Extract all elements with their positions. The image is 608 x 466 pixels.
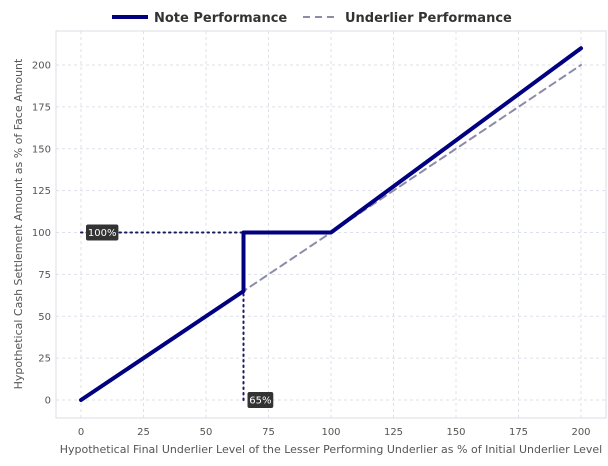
y-tick-label: 200 (32, 61, 51, 72)
y-tick-label: 175 (32, 102, 51, 113)
annotation-label: 65% (247, 392, 274, 408)
x-tick-label: 75 (262, 427, 275, 438)
x-tick-label: 200 (571, 427, 590, 438)
x-tick-label: 125 (384, 427, 403, 438)
x-tick-label: 100 (321, 427, 340, 438)
legend-underlier-label: Underlier Performance (345, 11, 512, 26)
y-tick-label: 100 (32, 228, 51, 239)
annotation-label: 100% (86, 224, 119, 241)
y-tick-label: 150 (32, 144, 51, 155)
annotation-box (247, 392, 274, 408)
x-tick-label: 25 (137, 427, 150, 438)
x-axis-title: Hypothetical Final Underlier Level of th… (60, 443, 603, 456)
note-performance-line (79, 46, 583, 402)
x-tick-label: 0 (78, 427, 84, 438)
y-tick-label: 75 (38, 270, 51, 281)
annotation-text: 65% (249, 396, 271, 407)
x-tick-label: 50 (200, 427, 213, 438)
y-tick-label: 0 (45, 396, 51, 407)
legend: Note Performance Underlier Performance (112, 11, 512, 26)
annotation-text: 100% (88, 228, 117, 239)
x-tick-label: 150 (446, 427, 465, 438)
x-tick-label: 175 (509, 427, 528, 438)
y-tick-label: 125 (32, 186, 51, 197)
y-axis-title: Hypothetical Cash Settlement Amount as %… (12, 58, 25, 389)
y-tick-label: 25 (38, 354, 51, 365)
y-tick-label: 50 (38, 312, 51, 323)
annotation-box (86, 224, 119, 241)
plot-area: 0 25 50 75 100 125 150 175 200 0 25 50 75 100 125 150 17… (32, 30, 607, 438)
legend-note-label: Note Performance (154, 11, 287, 26)
